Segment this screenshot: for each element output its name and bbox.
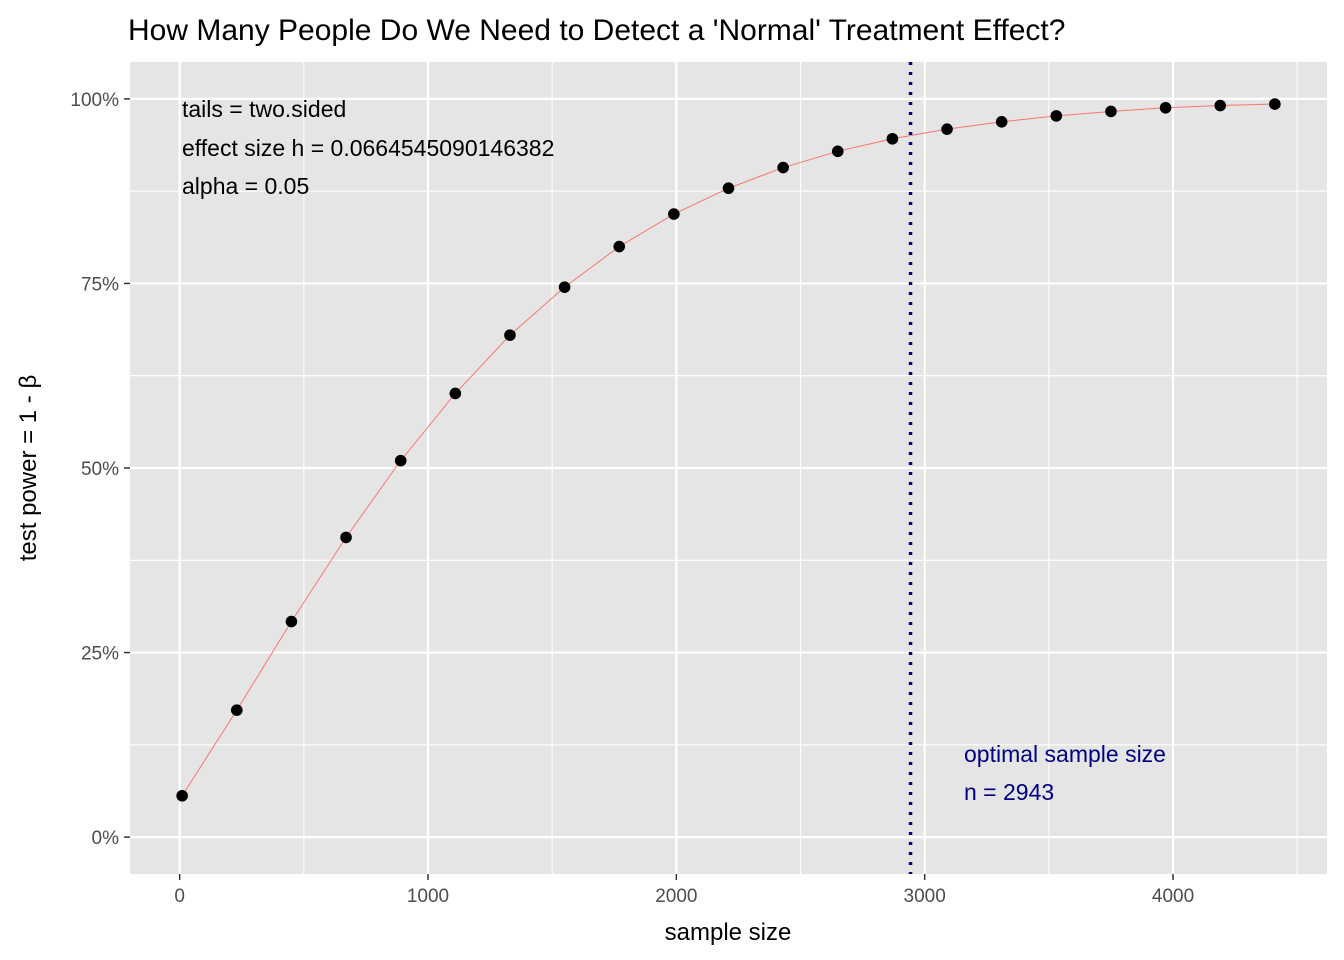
y-tick-label: 100% (70, 90, 119, 111)
data-point (504, 329, 516, 341)
data-point (340, 531, 352, 544)
data-point (394, 454, 407, 467)
annotation-effect-size: effect size h = 0.0664545090146382 (182, 135, 554, 161)
y-tick-label: 0% (92, 828, 120, 849)
data-point (777, 161, 789, 174)
y-tick-label: 25% (81, 644, 119, 665)
y-tick-label: 50% (81, 459, 119, 480)
annotation-alpha: alpha = 0.05 (182, 173, 309, 199)
data-point (886, 132, 899, 145)
x-axis: 0 1000 2000 3000 4000 (174, 874, 1194, 907)
data-point (1159, 101, 1172, 114)
x-tick-label: 1000 (407, 886, 449, 907)
beta-symbol: β (15, 375, 42, 389)
data-point (230, 704, 243, 716)
data-point (449, 387, 462, 400)
data-point (668, 208, 680, 220)
data-point (995, 115, 1008, 128)
x-tick-label: 0 (174, 886, 185, 907)
data-point (941, 123, 953, 135)
x-tick-label: 3000 (904, 886, 946, 907)
data-point (558, 281, 571, 293)
y-axis-title-text: test power = 1 - (15, 389, 42, 562)
major-gridlines (130, 62, 1327, 874)
data-point (285, 615, 298, 628)
annotation-optimal-label: optimal sample size (964, 741, 1166, 767)
data-point (1050, 110, 1063, 122)
chart-title: How Many People Do We Need to Detect a '… (128, 14, 1065, 47)
y-axis: 0% 25% 50% 75% 100% (70, 90, 130, 849)
data-points (176, 98, 1281, 802)
data-point (1269, 98, 1281, 110)
data-point (1105, 105, 1117, 118)
annotation-tails: tails = two.sided (182, 96, 346, 122)
data-point (176, 789, 188, 802)
annotations: tails = two.sided effect size h = 0.0664… (182, 96, 1166, 805)
annotation-optimal-n: n = 2943 (964, 779, 1054, 805)
data-point (1214, 99, 1227, 112)
data-point (722, 182, 735, 195)
x-tick-label: 2000 (655, 886, 697, 907)
y-tick-label: 75% (81, 274, 119, 295)
x-axis-title: sample size (665, 919, 792, 946)
x-tick-label: 4000 (1152, 886, 1194, 907)
data-point (613, 240, 626, 253)
y-axis-title: test power = 1 - β (15, 375, 42, 562)
data-point (831, 145, 844, 158)
